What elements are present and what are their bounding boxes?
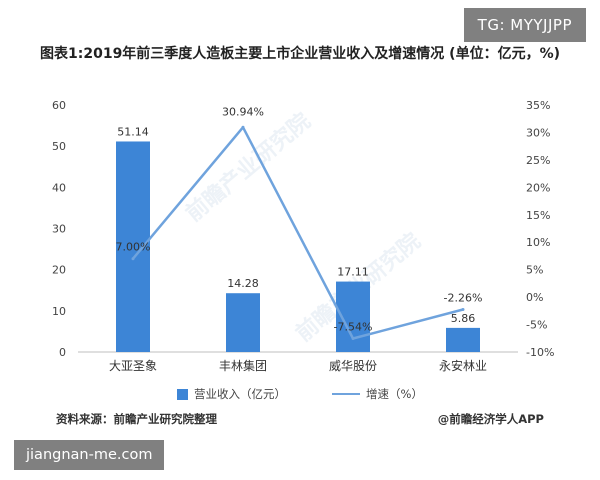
growth-point xyxy=(131,257,135,261)
left-tick-label: 50 xyxy=(52,140,66,153)
bar-value-label: 51.14 xyxy=(117,125,149,138)
site-badge: jiangnan-me.com xyxy=(14,440,165,470)
tg-badge: TG: MYYJJPP xyxy=(463,8,586,42)
growth-line xyxy=(132,126,464,340)
growth-point xyxy=(461,308,465,312)
bar-value-label: 14.28 xyxy=(227,277,259,290)
source-note: 资料来源：前瞻产业研究院整理 xyxy=(56,412,217,426)
category-label: 大亚圣象 xyxy=(109,359,157,373)
left-tick-label: 10 xyxy=(52,305,66,318)
growth-point xyxy=(241,125,245,129)
left-tick-label: 60 xyxy=(52,99,66,112)
right-tick-label: 10% xyxy=(526,236,550,249)
credit-note: @前瞻经济学人APP xyxy=(437,412,544,426)
legend-item-revenue: 营业收入（亿元） xyxy=(177,386,286,402)
chart-title: 图表1:2019年前三季度人造板主要上市企业营业收入及增速情况 (单位：亿元，%… xyxy=(40,46,561,62)
right-tick-label: 20% xyxy=(526,181,550,194)
x-axis: 大亚圣象 丰林集团 威华股份 永安林业 xyxy=(78,351,518,373)
left-tick-label: 20 xyxy=(52,264,66,277)
category-label: 永安林业 xyxy=(439,358,487,373)
legend-line-swatch xyxy=(332,393,361,395)
data-labels: 51.14 14.28 17.11 5.86 7.00% 30.94% -7.54% -2.2… xyxy=(116,105,483,333)
line-series xyxy=(131,125,465,340)
legend-item-growth: 增速（%） xyxy=(332,386,423,402)
left-axis: 0 10 20 30 40 50 60 xyxy=(52,99,66,359)
revenue-bar xyxy=(226,293,260,352)
growth-value-label: 7.00% xyxy=(116,241,151,254)
right-tick-label: 25% xyxy=(526,154,550,167)
right-tick-label: 5% xyxy=(526,264,543,277)
right-tick-label: -10% xyxy=(526,346,554,359)
bar-value-label: 5.86 xyxy=(451,312,476,325)
right-tick-label: 15% xyxy=(526,209,550,222)
growth-value-label: -7.54% xyxy=(334,320,373,333)
legend-label-revenue: 营业收入（亿元） xyxy=(194,387,287,401)
category-label: 威华股份 xyxy=(329,359,377,373)
growth-value-label: 30.94% xyxy=(222,105,264,118)
legend-label-growth: 增速（%） xyxy=(366,387,423,401)
right-tick-label: 30% xyxy=(526,126,550,139)
left-tick-label: 40 xyxy=(52,181,66,194)
left-tick-label: 30 xyxy=(52,223,66,236)
right-tick-label: 0% xyxy=(526,291,543,304)
legend: 营业收入（亿元） 增速（%） xyxy=(0,386,600,402)
growth-value-label: -2.26% xyxy=(444,292,483,305)
revenue-bar xyxy=(446,327,480,352)
right-axis: -10% -5% 0% 5% 10% 15% 20% 25% 30% 35% xyxy=(526,99,554,359)
left-tick-label: 0 xyxy=(59,346,66,359)
bar-value-label: 17.11 xyxy=(337,266,369,279)
growth-point xyxy=(351,336,355,340)
category-label: 丰林集团 xyxy=(219,358,267,373)
legend-bar-swatch xyxy=(177,388,189,400)
footer: 资料来源：前瞻产业研究院整理 @前瞻经济学人APP xyxy=(56,411,544,427)
right-tick-label: 35% xyxy=(526,99,550,112)
right-tick-label: -5% xyxy=(526,319,547,332)
